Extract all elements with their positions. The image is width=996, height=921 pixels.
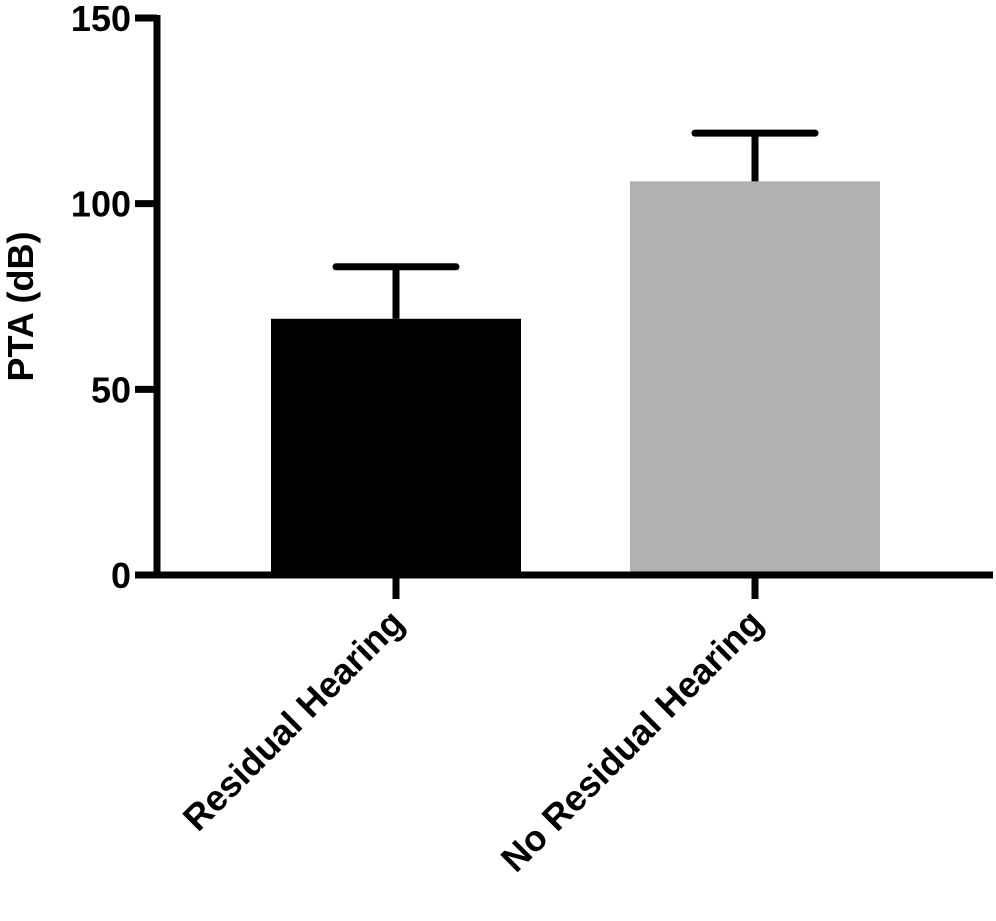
bars-layer — [271, 181, 880, 576]
error-bars-layer — [332, 129, 819, 319]
y-axis-title: PTA (dB) — [0, 232, 41, 382]
y-tick-label: 150 — [71, 0, 131, 39]
x-category-label: Residual Hearing — [175, 602, 412, 839]
axes-layer — [153, 15, 993, 579]
x-category-label: No Residual Hearing — [493, 602, 771, 880]
y-tick-label: 100 — [71, 184, 131, 225]
y-tick-label: 0 — [111, 555, 131, 596]
y-ticks-layer: 0 50 100 150 — [71, 0, 157, 596]
bar-0 — [271, 318, 521, 575]
bar-1 — [630, 181, 880, 576]
x-ticks-layer: Residual Hearing No Residual Hearing — [175, 575, 771, 880]
y-tick-label: 50 — [91, 369, 131, 410]
